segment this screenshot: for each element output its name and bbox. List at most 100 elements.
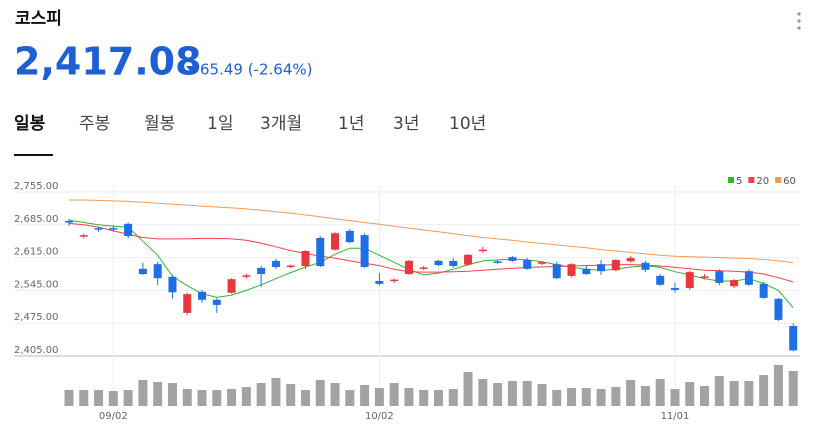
tab[interactable]: 일봉 — [14, 114, 46, 134]
down-arrow — [186, 66, 196, 72]
tab[interactable]: 10년 — [449, 114, 486, 134]
candle-body — [552, 264, 561, 279]
volume-bar — [182, 389, 192, 406]
volume-bar — [286, 384, 296, 406]
volume-bar — [685, 382, 695, 406]
volume-bar — [700, 386, 710, 406]
tab[interactable]: 1일 — [207, 114, 233, 134]
volume-bar — [478, 379, 488, 406]
volume-bar — [448, 389, 458, 406]
candle-body — [375, 281, 384, 284]
candle-body — [759, 283, 768, 298]
candle-body — [419, 267, 428, 269]
volume-bar — [404, 388, 414, 406]
volume-bar — [788, 371, 798, 406]
more-menu[interactable] — [797, 12, 801, 30]
volume-bar — [271, 378, 281, 406]
volume-bar — [744, 381, 754, 406]
volume-bar — [123, 390, 133, 406]
volume-bar — [227, 389, 237, 406]
candle-body — [670, 288, 679, 290]
tab[interactable]: 3개월 — [260, 114, 302, 134]
volume-bar — [596, 389, 606, 406]
index-title: 코스피 — [15, 9, 62, 29]
candle-body — [641, 262, 650, 270]
legend-swatch — [775, 177, 782, 183]
x-tick-label: 10/02 — [365, 411, 394, 422]
candle-body — [331, 233, 340, 250]
candle-body — [242, 275, 251, 277]
tab[interactable]: 1년 — [338, 114, 364, 134]
volume-bar — [153, 382, 163, 406]
volume-bar — [759, 375, 769, 406]
tab[interactable]: 주봉 — [79, 114, 110, 134]
tab[interactable]: 3년 — [393, 114, 419, 134]
volume-bar — [197, 390, 207, 406]
candle-body — [198, 291, 207, 300]
ma-line — [68, 222, 794, 283]
candle-body — [537, 262, 546, 264]
volume-bar — [493, 383, 503, 406]
candle-body — [138, 268, 147, 274]
volume-bar — [522, 381, 532, 406]
volume-bar — [345, 390, 355, 406]
candle-body — [478, 249, 487, 252]
volume-bar — [581, 388, 591, 406]
volume-bar — [256, 383, 266, 406]
candle-body — [774, 298, 783, 320]
candle-body — [493, 261, 502, 263]
legend-label: 5 — [736, 176, 742, 187]
volume-bar — [567, 388, 577, 406]
candle-body — [271, 260, 280, 267]
candle-body — [390, 279, 399, 282]
volume-bar — [507, 381, 517, 406]
candle-body — [360, 235, 369, 267]
candle-body — [316, 237, 325, 267]
volume-bar — [655, 379, 665, 406]
x-tick-label: 11/01 — [661, 411, 690, 422]
volume-bar — [611, 387, 621, 406]
candle-body — [523, 259, 532, 269]
volume-bar — [419, 390, 429, 406]
volume-bar — [714, 376, 724, 406]
legend-label: 60 — [783, 176, 796, 187]
candle-body — [744, 271, 753, 285]
legend-swatch — [728, 177, 734, 183]
candle-body — [124, 223, 133, 237]
volume-bar — [374, 388, 384, 406]
volume-bar — [212, 390, 222, 406]
candle-body — [286, 265, 295, 268]
candle-body — [567, 264, 576, 276]
volume-bar — [360, 385, 370, 406]
candle-body — [464, 254, 473, 265]
volume-bar — [108, 391, 118, 406]
candle-body — [508, 257, 517, 261]
candle-body — [597, 264, 606, 272]
x-tick-label: 09/02 — [99, 411, 128, 422]
volume-bar — [330, 383, 340, 406]
tab[interactable]: 월봉 — [144, 114, 175, 134]
candle-body — [700, 276, 709, 278]
volume-bar — [315, 380, 325, 406]
volume-bar — [167, 383, 177, 406]
volume-bar — [64, 390, 74, 406]
y-tick-label: 2,475.00 — [14, 312, 59, 323]
volume-bar — [537, 384, 547, 406]
candle-body — [212, 299, 221, 305]
candle-body — [301, 251, 310, 267]
volume-bar — [626, 380, 636, 406]
volume-bar — [94, 390, 104, 406]
y-tick-label: 2,755.00 — [14, 181, 59, 192]
volume-bar — [389, 383, 399, 406]
volume-bar — [552, 390, 562, 406]
candle-body — [227, 279, 236, 293]
y-tick-label: 2,405.00 — [14, 345, 59, 356]
candle-body — [257, 267, 266, 274]
candle-body — [656, 275, 665, 285]
candle-body — [345, 230, 354, 243]
candle-body — [715, 271, 724, 283]
y-tick-label: 2,615.00 — [14, 247, 59, 258]
legend-label: 20 — [756, 176, 769, 187]
volume-bar — [138, 380, 148, 406]
